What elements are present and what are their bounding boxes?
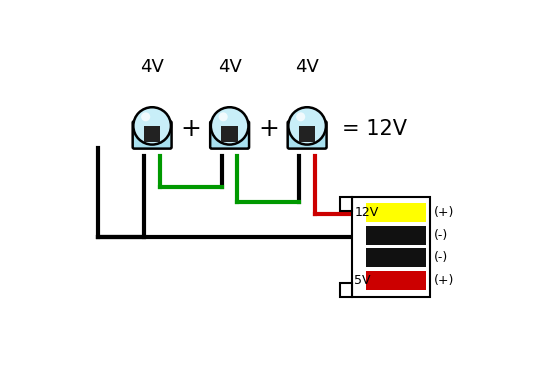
FancyBboxPatch shape [221, 126, 238, 142]
FancyBboxPatch shape [288, 121, 326, 149]
Bar [340, 283, 352, 297]
Ellipse shape [296, 112, 305, 121]
Text: (-): (-) [433, 229, 448, 242]
Text: (-): (-) [433, 251, 448, 265]
Text: +: + [258, 117, 279, 141]
Text: 5V: 5V [354, 274, 371, 287]
Text: (+): (+) [433, 206, 454, 219]
Text: = 12V: = 12V [342, 119, 407, 139]
FancyBboxPatch shape [210, 121, 249, 149]
Text: -: - [366, 237, 372, 255]
FancyBboxPatch shape [144, 126, 160, 142]
FancyBboxPatch shape [299, 126, 316, 142]
Ellipse shape [211, 107, 248, 145]
Ellipse shape [288, 107, 326, 145]
FancyBboxPatch shape [133, 121, 172, 149]
Text: 4V: 4V [295, 58, 319, 77]
Text: 12V: 12V [354, 206, 379, 219]
Bar [366, 248, 426, 267]
Bar [340, 197, 352, 211]
Text: 4V: 4V [140, 58, 164, 77]
Ellipse shape [133, 107, 171, 145]
Text: +: + [180, 117, 201, 141]
Bar [366, 203, 426, 222]
Bar [352, 197, 430, 297]
Text: +: + [408, 196, 423, 213]
Text: 4V: 4V [218, 58, 242, 77]
Bar [366, 226, 426, 245]
Ellipse shape [219, 112, 228, 121]
Ellipse shape [141, 112, 150, 121]
Text: (+): (+) [433, 274, 454, 287]
Bar [366, 271, 426, 290]
